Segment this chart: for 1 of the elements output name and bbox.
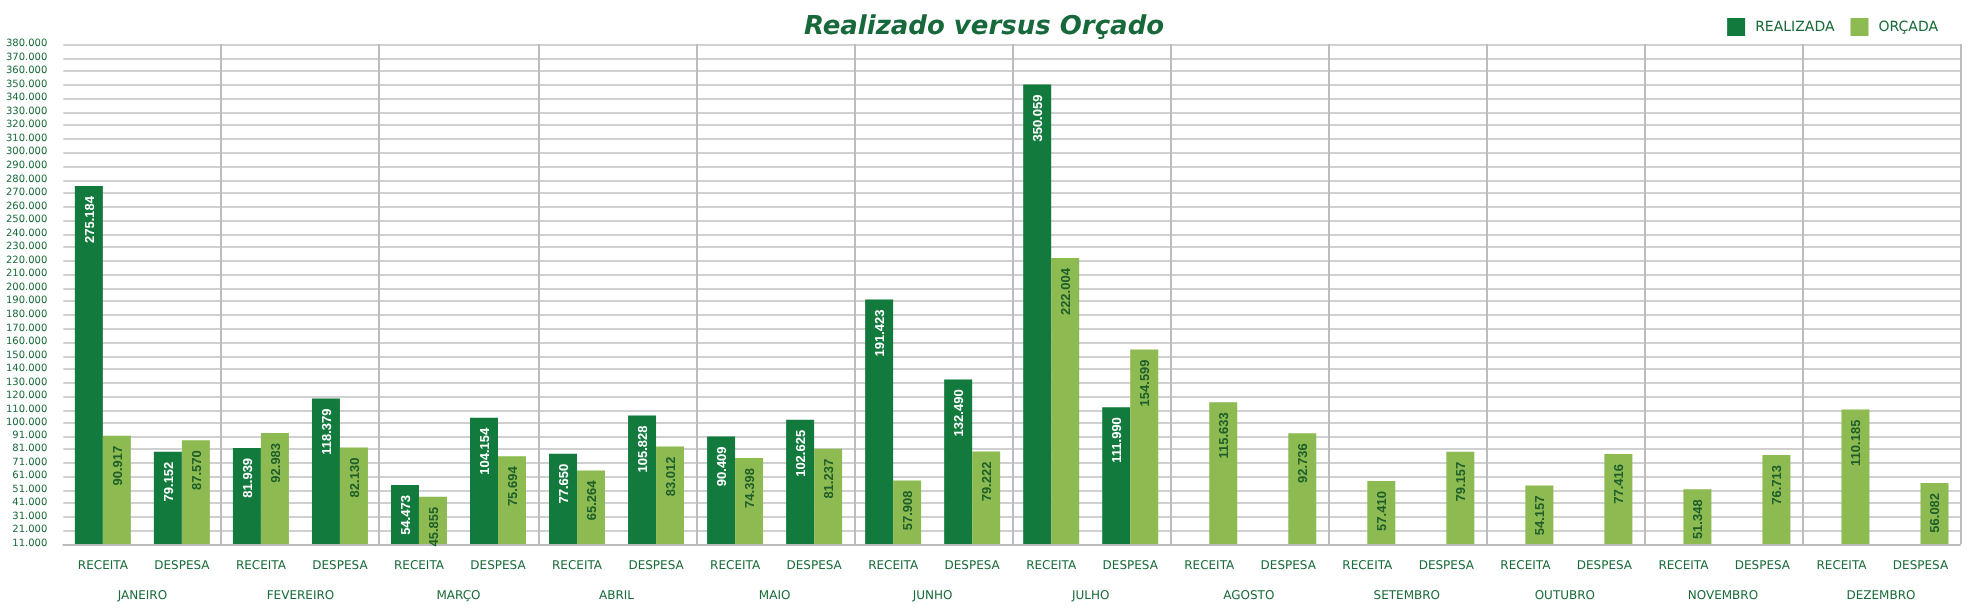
chart-title: Realizado versus Orçado (803, 12, 1165, 42)
